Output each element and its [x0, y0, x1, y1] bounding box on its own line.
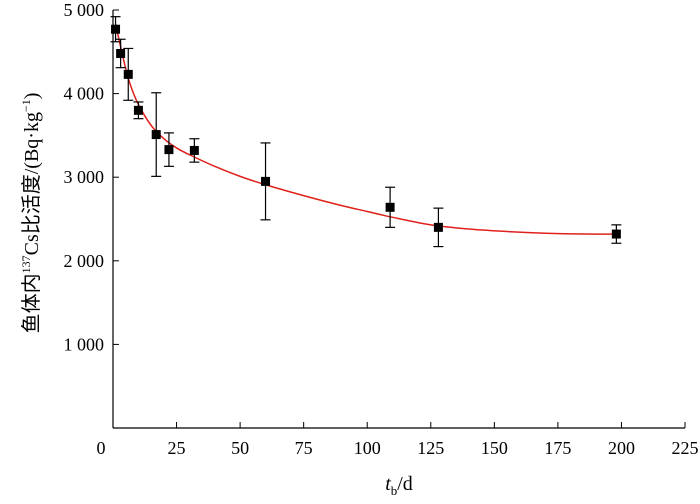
x-tick-label: 225 [672, 438, 699, 458]
fit-curve [114, 24, 617, 235]
data-point [151, 92, 162, 177]
square-marker [433, 222, 443, 232]
x-tick-label: 150 [481, 438, 508, 458]
x-tick-label: 25 [168, 438, 186, 458]
square-marker [111, 24, 121, 34]
x-tick-label: 0 [97, 438, 106, 458]
data-point [260, 142, 271, 221]
data-point [115, 38, 126, 69]
x-tick-label: 75 [295, 438, 313, 458]
square-marker [189, 145, 199, 155]
y-tick-label: 3 000 [64, 167, 105, 187]
y-tick-label: 5 000 [64, 0, 105, 20]
x-tick-label: 175 [544, 438, 571, 458]
data-point [611, 224, 622, 244]
x-tick-label: 50 [231, 438, 249, 458]
y-tick-label: 1 000 [64, 334, 105, 354]
square-marker [151, 130, 161, 140]
data-point [385, 186, 396, 228]
data-point [123, 47, 134, 101]
square-marker [116, 48, 126, 58]
square-marker [123, 69, 133, 79]
square-marker [385, 202, 395, 212]
x-tick-label: 100 [354, 438, 381, 458]
data-point [189, 138, 200, 163]
x-ticks: 0 25 50 75 100 125 150 175 200 225 [97, 422, 699, 458]
data-point [133, 101, 144, 120]
y-ticks: 1 000 2 000 3 000 4 000 5 000 [64, 0, 119, 354]
data-point [433, 207, 444, 248]
axes [112, 10, 685, 429]
y-tick-label: 4 000 [64, 84, 105, 104]
x-axis-title: tb/d [385, 473, 413, 498]
data-points [110, 16, 622, 248]
y-axis-title: 鱼体内137Cs比活度/(Bq·kg−1) [19, 93, 43, 334]
x-tick-label: 125 [417, 438, 444, 458]
x-tick-label: 200 [608, 438, 635, 458]
square-marker [164, 145, 174, 155]
data-point [163, 132, 174, 167]
square-marker [133, 105, 143, 115]
y-tick-label: 2 000 [64, 251, 105, 271]
square-marker [611, 229, 621, 239]
data-point [110, 16, 121, 43]
square-marker [261, 176, 271, 186]
